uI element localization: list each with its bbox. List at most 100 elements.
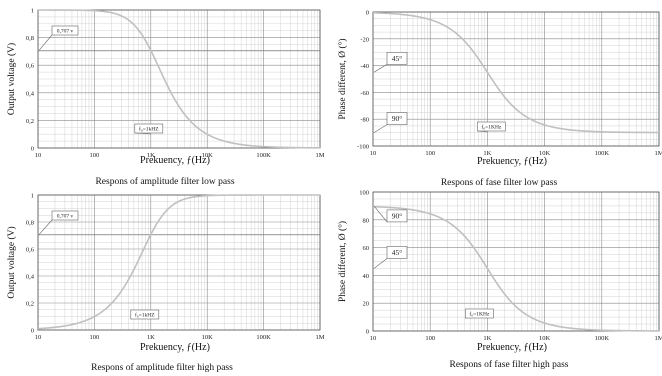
chart-amplitude-lowpass: 10 100 1K 10K 100K 1M 0 0,2 0,4 0,6 0,8 1 0,707 v f₀=… [0, 0, 331, 188]
plot-frame [372, 191, 660, 332]
callout-label: 45° [392, 248, 403, 257]
callout-label: 90° [392, 114, 403, 123]
callout-label: f₀=1KHz [481, 123, 502, 130]
y-tick-label: -40 [360, 63, 369, 70]
y-tick-label: 0,4 [26, 90, 35, 97]
callout-box [130, 309, 160, 320]
chart-amplitude-lowpass-svg: 10 100 1K 10K 100K 1M 0 0,2 0,4 0,6 0,8 1 0,707 v f₀=… [6, 8, 325, 188]
minor-grid [38, 10, 320, 148]
callout-box [465, 308, 494, 319]
y-tick-label: 1 [31, 193, 34, 200]
y-tick-label: -100 [357, 144, 369, 151]
y-tick-label: 0 [31, 328, 34, 335]
callout-label: 0,707 v [57, 213, 74, 219]
x-tick-label: 100K [256, 152, 271, 159]
x-tick-label: 1M [654, 335, 662, 342]
callout-label: 45° [392, 54, 403, 63]
response-curve [37, 194, 320, 330]
x-tick-label: 100 [90, 152, 100, 159]
callout-leader [373, 124, 388, 133]
x-tick-label: 1M [654, 150, 662, 157]
x-tick-label: 100 [425, 335, 435, 342]
value-callout: 45° [373, 51, 408, 73]
y-tick-label: 0,8 [26, 220, 34, 227]
value-callout: 0,707 v [38, 210, 79, 235]
y-tick-label: 0 [31, 146, 34, 153]
callout-box [386, 209, 408, 223]
chart-amplitude-highpass-svg: 10 100 1K 10K 100K 1M 0 0,2 0,4 0,6 0,8 1 0,707 v f₀=… [6, 193, 325, 374]
callout-leader [38, 34, 53, 51]
minor-grid [38, 195, 320, 330]
y-axis-label: Output voltage (V) [6, 43, 17, 115]
y-tick-label: 20 [363, 301, 370, 308]
y-tick-label: -20 [360, 36, 369, 43]
y-tick-label: 40 [363, 273, 370, 280]
y-tick-label: 0,8 [26, 35, 34, 42]
x-axis-label: Prekuency, ƒ(Hz) [140, 342, 210, 353]
y-tick-label: -60 [360, 90, 369, 97]
x-tick-label: 10 [370, 150, 377, 157]
x-tick-label: 1K [147, 152, 155, 159]
y-tick-label: 1 [31, 8, 34, 15]
callout-leader [38, 219, 53, 235]
callout-label: 0,707 v [57, 28, 74, 34]
x-tick-label: 10K [202, 152, 214, 159]
callout-label: 90° [392, 212, 403, 221]
y-tick-label: 0,4 [26, 274, 35, 281]
response-curve [38, 9, 320, 149]
y-axis-label: Phase different, Ø (°) [337, 38, 348, 119]
chart-caption: Respons of fase filter high pass [450, 359, 569, 370]
value-callout: 90° [373, 112, 408, 133]
x-tick-label: 1K [483, 150, 491, 157]
chart-phase-lowpass-svg: 10 100 1K 10K 100K 1M -100 -80 -60 -40 -20 0 45° 90° f… [337, 10, 662, 189]
x-tick-label: 100K [595, 150, 610, 157]
y-tick-label: 0,2 [26, 301, 34, 308]
callout-label: f₀=1kHZ [135, 311, 155, 318]
chart-caption: Respons of amplitude filter high pass [91, 362, 233, 373]
x-axis-label: Prekuency, ƒ(Hz) [140, 155, 210, 166]
callout-label: f₀=1kHZ [139, 125, 159, 132]
chart-caption: Respons of fase filter low pass [441, 177, 558, 188]
chart-amplitude-highpass: 10 100 1K 10K 100K 1M 0 0,2 0,4 0,6 0,8 1 0,707 v f₀=… [0, 188, 331, 376]
callout-box [51, 210, 79, 221]
x-tick-label: 10 [35, 152, 42, 159]
cutoff-callout: f₀=1KHz [465, 308, 494, 319]
callout-box [51, 25, 79, 36]
chart-caption: Respons of amplitude filter low pass [95, 176, 234, 187]
y-tick-label: 0 [366, 329, 369, 336]
x-axis-label: Prekuency, ƒ(Hz) [477, 156, 547, 167]
response-curve [372, 205, 659, 332]
minor-grid [373, 12, 659, 146]
value-callout: 90° [373, 205, 408, 223]
value-callout: 45° [373, 246, 408, 269]
x-tick-label: 100K [595, 335, 610, 342]
callout-box [386, 112, 408, 125]
y-tick-label: 0,6 [26, 247, 35, 254]
minor-grid [373, 192, 659, 331]
y-tick-label: 0,6 [26, 63, 35, 70]
cutoff-callout: f₀=1kHZ [134, 123, 164, 135]
x-tick-label: 10K [539, 335, 551, 342]
x-tick-label: 10K [539, 150, 551, 157]
x-tick-label: 100 [90, 334, 100, 341]
cutoff-callout: f₀=1kHZ [130, 309, 160, 320]
cutoff-callout: f₀=1KHz [477, 121, 506, 133]
y-axis-label: Output voltage (V) [6, 226, 17, 298]
y-tick-label: 60 [363, 245, 370, 252]
x-tick-label: 100K [256, 334, 271, 341]
callout-box [477, 121, 506, 132]
callout-box [134, 123, 164, 134]
x-tick-label: 10 [370, 335, 377, 342]
value-callout: 0,707 v [38, 25, 79, 51]
x-tick-label: 10K [202, 334, 214, 341]
y-axis-label: Phase different, Ø (°) [337, 221, 348, 302]
chart-phase-lowpass: 10 100 1K 10K 100K 1M -100 -80 -60 -40 -20 0 45° 90° f… [331, 0, 662, 189]
y-tick-label: -80 [360, 117, 369, 124]
x-tick-label: 1M [315, 152, 324, 159]
x-tick-label: 1K [147, 334, 155, 341]
callout-leader [373, 64, 388, 73]
x-tick-label: 1M [315, 334, 324, 341]
callout-box [386, 246, 408, 259]
plot-frame [372, 11, 660, 147]
x-tick-label: 1K [483, 335, 491, 342]
